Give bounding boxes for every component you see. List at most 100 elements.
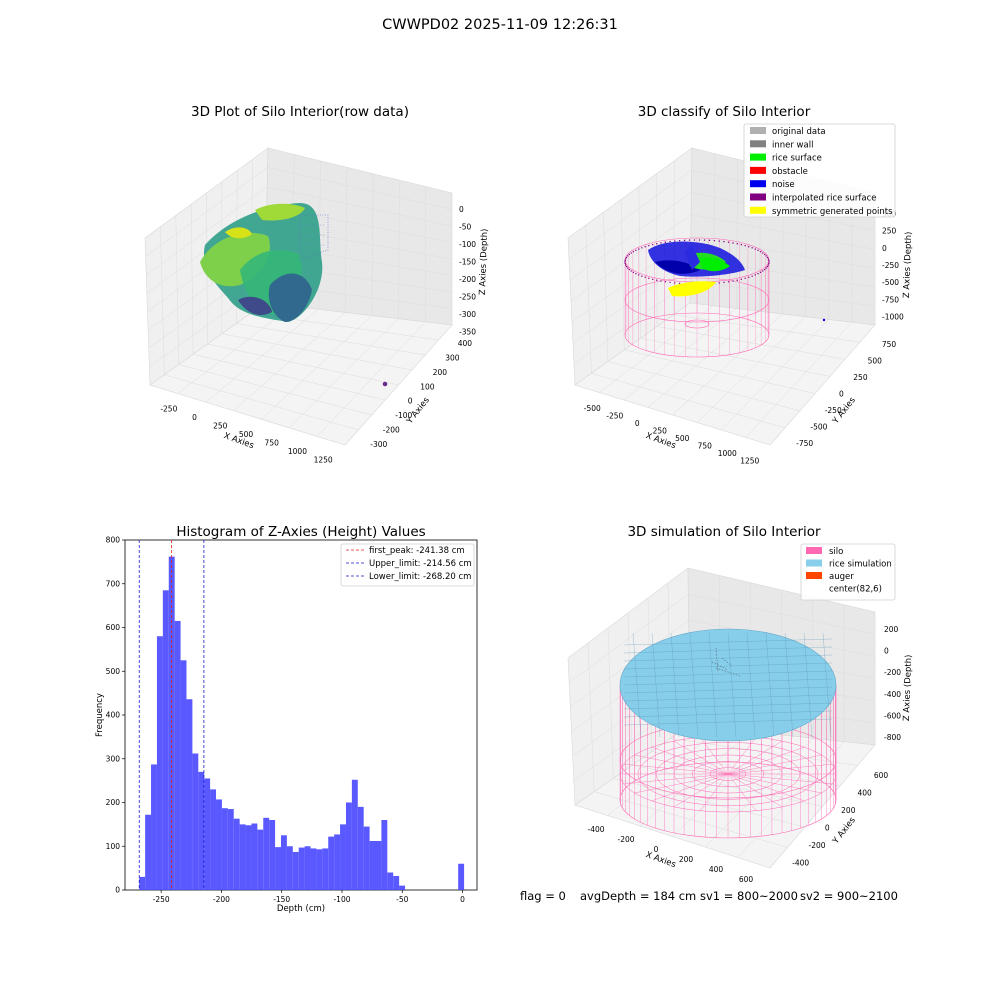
histogram-x-tick-label: -200 (213, 895, 230, 904)
histogram-x-tick-label: -250 (153, 895, 170, 904)
classify-z-tick-label: 250 (882, 227, 897, 236)
histogram-bar (310, 848, 317, 890)
classify-floor-pane (574, 302, 876, 446)
histogram-y-tick-label: 200 (106, 798, 121, 807)
histogram-bar (168, 556, 175, 890)
histogram-bar (204, 778, 211, 890)
histogram-bar (269, 820, 276, 890)
classify-y-tick-label: -250 (825, 406, 842, 415)
histogram-bar (298, 847, 305, 890)
raw-x-tick-label: 1250 (314, 456, 333, 465)
histogram-y-tick-label: 800 (106, 536, 121, 545)
histogram-reference-lines (138, 540, 205, 890)
simulation-y-tick-label: 200 (841, 806, 856, 815)
status-avg-depth: avgDepth = 184 cm (580, 889, 697, 903)
panel-classify-3d: 3D classify of Silo Interior -500 -250 0 25… (567, 104, 914, 465)
histogram-x-tick-label: -50 (396, 895, 408, 904)
classify-y-tick-label: -750 (796, 439, 813, 448)
histogram-x-tick-label: -100 (333, 895, 350, 904)
simulation-x-tick-label: -400 (587, 825, 604, 834)
classify-y-tick-label: 500 (868, 357, 883, 366)
histogram-bar (375, 841, 382, 890)
raw-z-tick-label: 0 (459, 205, 464, 214)
raw-x-tick-label: 250 (213, 421, 228, 430)
histogram-bar (340, 824, 346, 890)
status-sv1: sv1 = 800~2000 (700, 889, 798, 903)
classify-legend-label: inner wall (772, 140, 813, 150)
histogram-bar (292, 851, 299, 890)
raw-y-tick-label: 200 (433, 368, 448, 377)
classify-z-tick-label: -1000 (882, 312, 904, 321)
simulation-legend-label: center(82,6) (829, 585, 882, 595)
simulation-x-tick-label: 400 (709, 865, 724, 874)
histogram-bar (393, 876, 400, 890)
raw-z-label: Z Axies (Depth) (478, 228, 490, 295)
simulation-axis-ticks: -400-2000200400600-400-20002004006002000… (587, 625, 901, 884)
status-flag: flag = 0 (520, 889, 566, 903)
classify-legend-label: interpolated rice surface (772, 194, 877, 204)
simulation-legend-swatch (806, 572, 822, 579)
histogram-bar (286, 846, 293, 890)
classify-legend-label: rice surface (772, 154, 822, 164)
raw-floor-pane (149, 302, 453, 446)
simulation-z-tick-label: -400 (884, 690, 901, 699)
classify-x-tick-label: -500 (584, 404, 601, 413)
classify-z-tick-label: -750 (882, 295, 899, 304)
histogram-legend-label: first_peak: -241.38 cm (369, 546, 465, 556)
histogram-y-label: Frequency (95, 693, 105, 737)
histogram-bar (363, 826, 370, 890)
raw-z-tick-label: -100 (459, 240, 476, 249)
histogram-x-ticks: -250 -200 -150 -100 -50 0 (153, 890, 465, 904)
classify-legend-swatch (750, 127, 766, 134)
simulation-y-tick-label: -400 (792, 858, 809, 867)
status-sv2: sv2 = 900~2100 (800, 889, 898, 903)
classify-x-tick-label: 1000 (718, 449, 737, 458)
histogram-legend: first_peak: -241.38 cm Upper_limit: -214.… (340, 543, 475, 587)
histogram-bar (139, 876, 146, 890)
raw-y-tick-label: -200 (383, 425, 400, 434)
panel-raw-3d: 3D Plot of Silo Interior(row data) -250 0… (144, 104, 490, 465)
histogram-legend-label: Upper_limit: -214.56 cm (369, 559, 472, 569)
panel-simulation-3d: 3D simulation of Silo Interior -400-2000… (567, 524, 914, 884)
classify-legend-swatch (750, 166, 766, 174)
raw-x-tick-label: 500 (239, 430, 254, 439)
simulation-legend: silo rice simulation auger center(82,6) (800, 543, 896, 601)
histogram-bar (275, 847, 281, 890)
histogram-bar (369, 841, 376, 890)
simulation-y-tick-label: -200 (809, 841, 826, 850)
histogram-bar (328, 836, 335, 890)
raw-y-tick-label: 100 (420, 382, 435, 391)
histogram-bar (162, 590, 169, 890)
simulation-rice-surface (619, 628, 837, 742)
histogram-bar (151, 764, 157, 890)
histogram-y-ticks: 0 100 200 300 400 500 600 700 800 (106, 536, 125, 895)
raw-z-tick-label: -50 (459, 222, 471, 231)
raw-z-tick-label: -250 (459, 292, 476, 301)
simulation-y-tick-label: 600 (874, 771, 889, 780)
histogram-bar (174, 620, 181, 890)
simulation-grid (569, 575, 876, 858)
classify-legend-swatch (750, 153, 766, 161)
histogram-bar (345, 802, 352, 890)
classify-legend-label: original data (772, 127, 826, 137)
classify-x-tick-label: 750 (698, 441, 713, 450)
classify-x-tick-label: 1250 (740, 456, 759, 465)
histogram-bar (198, 771, 205, 890)
raw-z-tick-label: -200 (459, 275, 476, 284)
simulation-silo-wireframe (619, 647, 837, 839)
raw-y-tick-label: 0 (408, 397, 413, 406)
classify-legend-swatch (750, 140, 766, 148)
histogram-bar (351, 779, 358, 890)
raw-y-tick-label: -100 (395, 411, 412, 420)
raw-x-tick-label: 750 (265, 439, 280, 448)
raw-point-cloud (200, 203, 329, 322)
histogram-bar (257, 829, 264, 890)
figure-title: CWWPD02 2025-11-09 12:26:31 (382, 17, 618, 33)
raw-grid (145, 154, 453, 437)
raw-outlier-point (382, 381, 388, 387)
simulation-z-tick-label: -800 (884, 733, 901, 742)
classify-x-tick-label: 0 (635, 419, 640, 428)
histogram-bar (186, 699, 193, 890)
histogram-bar (304, 846, 311, 890)
